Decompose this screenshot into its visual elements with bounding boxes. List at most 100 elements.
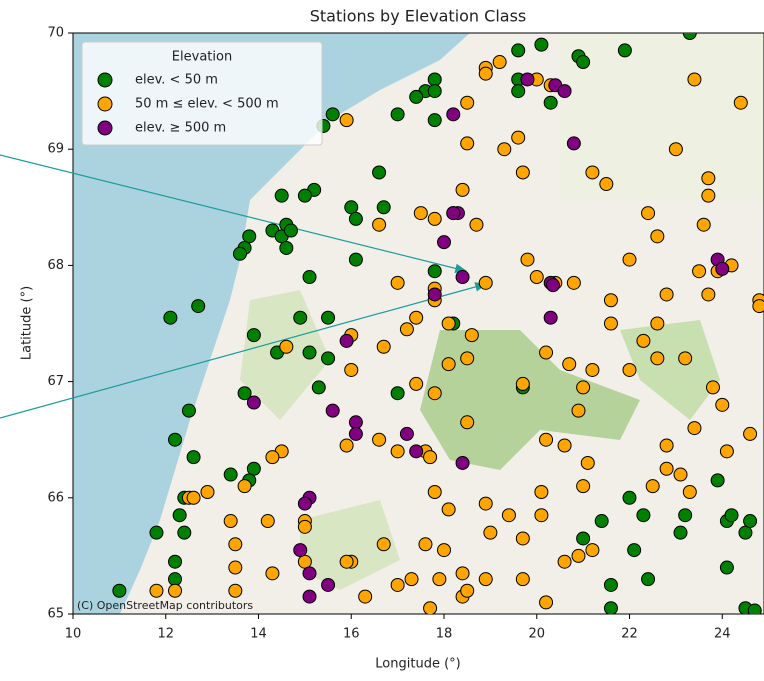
station-point bbox=[456, 271, 469, 284]
station-point bbox=[243, 230, 256, 243]
legend-label: elev. ≥ 500 m bbox=[135, 121, 226, 136]
station-point bbox=[535, 485, 548, 498]
station-point bbox=[229, 538, 242, 551]
station-point bbox=[438, 236, 451, 249]
station-point bbox=[340, 114, 353, 127]
station-point bbox=[563, 358, 576, 371]
station-point bbox=[512, 44, 525, 57]
y-axis-label: Latitude (°) bbox=[20, 286, 35, 360]
station-point bbox=[572, 549, 585, 562]
station-point bbox=[558, 555, 571, 568]
x-tick-label: 18 bbox=[436, 627, 453, 642]
station-point bbox=[577, 532, 590, 545]
station-point bbox=[294, 544, 307, 557]
station-point bbox=[391, 387, 404, 400]
station-point bbox=[419, 538, 432, 551]
station-point bbox=[192, 300, 205, 313]
station-point bbox=[461, 416, 474, 429]
station-point bbox=[428, 288, 441, 301]
station-point bbox=[642, 207, 655, 220]
station-point bbox=[716, 398, 729, 411]
station-point bbox=[586, 544, 599, 557]
station-point bbox=[322, 578, 335, 591]
station-point bbox=[651, 352, 664, 365]
station-point bbox=[345, 363, 358, 376]
y-tick-label: 68 bbox=[47, 258, 64, 273]
x-tick-label: 22 bbox=[621, 627, 638, 642]
y-tick-label: 67 bbox=[47, 374, 64, 389]
station-point bbox=[247, 462, 260, 475]
station-point bbox=[711, 474, 724, 487]
station-point bbox=[604, 602, 617, 615]
station-point bbox=[275, 189, 288, 202]
station-point bbox=[688, 73, 701, 86]
station-point bbox=[433, 573, 446, 586]
station-point bbox=[744, 427, 757, 440]
station-point bbox=[456, 456, 469, 469]
station-point bbox=[298, 555, 311, 568]
station-point bbox=[595, 515, 608, 528]
station-point bbox=[284, 224, 297, 237]
station-point bbox=[414, 207, 427, 220]
station-point bbox=[693, 265, 706, 278]
station-point bbox=[540, 433, 553, 446]
station-point bbox=[164, 311, 177, 324]
station-point bbox=[266, 567, 279, 580]
station-point bbox=[577, 480, 590, 493]
station-point bbox=[373, 218, 386, 231]
station-point bbox=[312, 381, 325, 394]
x-tick-label: 20 bbox=[528, 627, 545, 642]
y-tick-label: 66 bbox=[47, 490, 64, 505]
station-point bbox=[546, 279, 559, 292]
station-point bbox=[702, 189, 715, 202]
station-point bbox=[303, 590, 316, 603]
station-point bbox=[373, 166, 386, 179]
station-point bbox=[322, 311, 335, 324]
station-point bbox=[535, 509, 548, 522]
station-point bbox=[150, 526, 163, 539]
station-point bbox=[391, 578, 404, 591]
station-point bbox=[169, 555, 182, 568]
station-point bbox=[169, 584, 182, 597]
station-point bbox=[540, 346, 553, 359]
chart: Stations by Elevation Class Longitude (°… bbox=[0, 0, 764, 677]
station-point bbox=[493, 56, 506, 69]
station-point bbox=[456, 567, 469, 580]
station-point bbox=[637, 334, 650, 347]
station-point bbox=[623, 253, 636, 266]
station-point bbox=[340, 439, 353, 452]
station-point bbox=[600, 178, 613, 191]
station-point bbox=[169, 433, 182, 446]
station-point bbox=[229, 561, 242, 574]
legend-marker bbox=[98, 121, 112, 135]
station-point bbox=[428, 212, 441, 225]
station-point bbox=[679, 352, 692, 365]
station-point bbox=[516, 573, 529, 586]
station-point bbox=[702, 288, 715, 301]
station-point bbox=[442, 503, 455, 516]
station-point bbox=[558, 439, 571, 452]
station-point bbox=[391, 276, 404, 289]
station-point bbox=[461, 137, 474, 150]
station-point bbox=[604, 317, 617, 330]
station-point bbox=[405, 573, 418, 586]
y-tick-label: 70 bbox=[47, 26, 64, 41]
station-point bbox=[697, 218, 710, 231]
station-point bbox=[247, 329, 260, 342]
station-point bbox=[516, 166, 529, 179]
station-point bbox=[428, 85, 441, 98]
station-point bbox=[502, 509, 515, 522]
x-tick-label: 24 bbox=[714, 627, 731, 642]
station-point bbox=[442, 358, 455, 371]
station-point bbox=[340, 555, 353, 568]
station-point bbox=[224, 515, 237, 528]
station-point bbox=[753, 300, 764, 313]
station-point bbox=[447, 207, 460, 220]
x-tick-label: 14 bbox=[250, 627, 267, 642]
x-axis-label: Longitude (°) bbox=[375, 657, 460, 672]
station-point bbox=[720, 445, 733, 458]
station-point bbox=[651, 317, 664, 330]
station-point bbox=[173, 509, 186, 522]
station-point bbox=[428, 265, 441, 278]
station-point bbox=[187, 451, 200, 464]
